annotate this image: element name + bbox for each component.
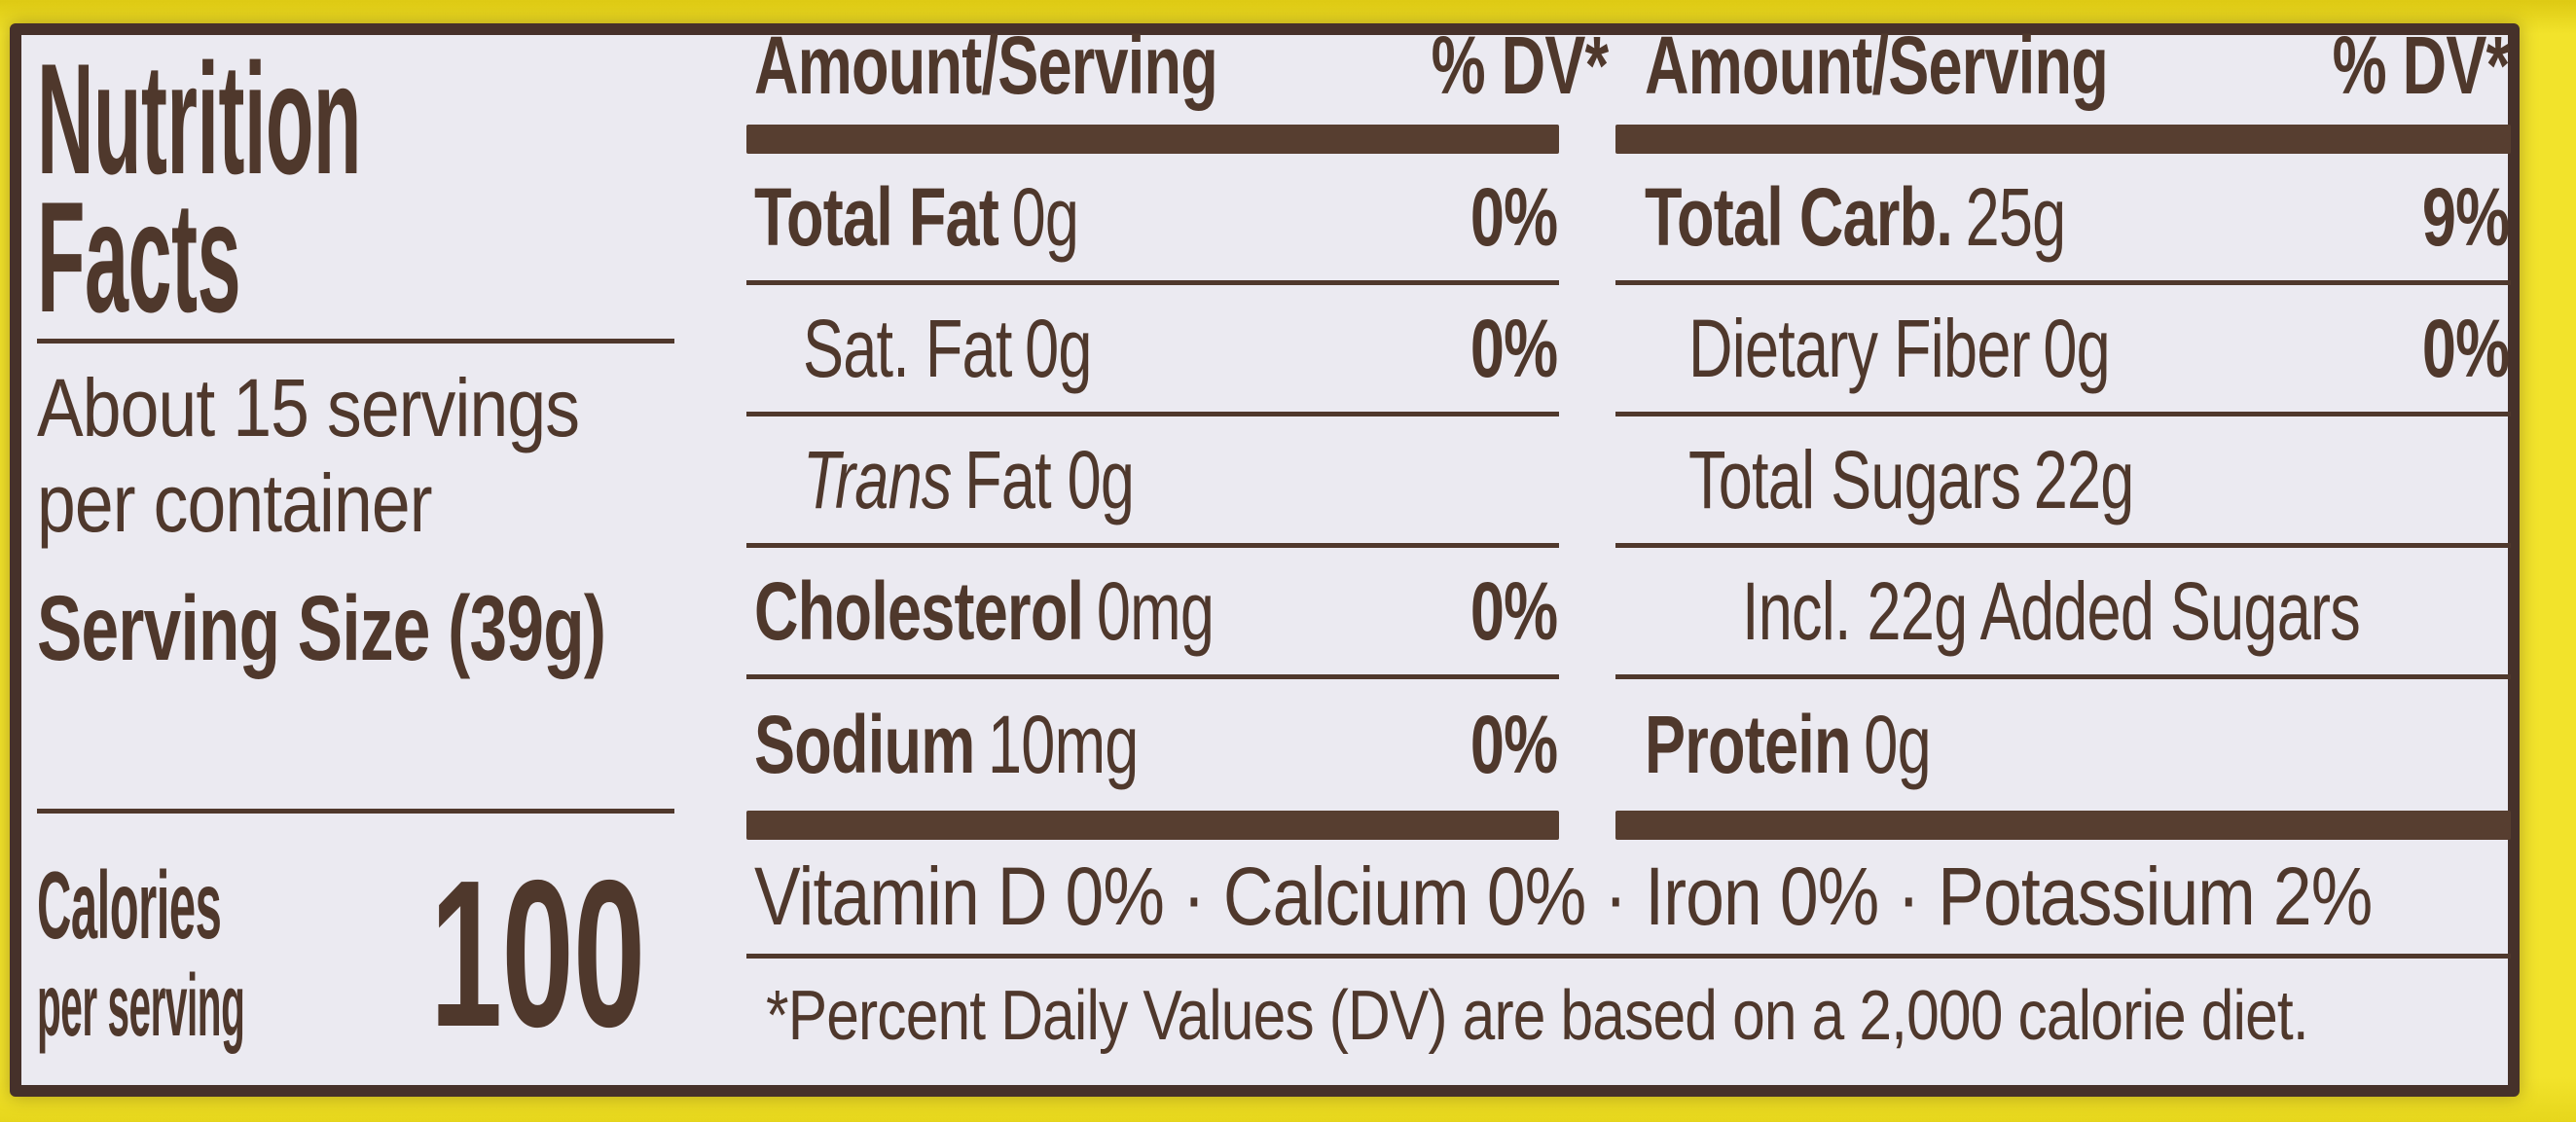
calories-sublabel: per serving [37,958,245,1055]
calories-divider [37,809,674,814]
micronutrients-text: Vitamin D 0% · Calcium 0% · Iron 0% · Po… [754,851,2373,942]
thick-divider [1615,125,2511,154]
servings-per-container: About 15 servings per container [37,360,674,551]
title-line-2: Facts [37,169,241,345]
calories-label: Calories [37,851,222,959]
title-divider [37,339,674,344]
nutrient-dv: 0% [1469,699,1557,790]
row-sat-fat: Sat. Fat 0g 0% [746,285,1559,416]
row-dietary-fiber: Dietary Fiber 0g 0% [1615,285,2511,416]
calories-label-block: Calories per serving [37,854,498,1057]
row-protein: Protein 0g [1615,679,2511,811]
column-header: Amount/Serving % DV* [746,19,1609,125]
dv-header: % DV* [1431,19,1609,111]
nutrient-column-right: Amount/Serving % DV* Total Carb. 25g 9% D… [1615,19,2511,840]
row-total-sugars: Total Sugars 22g [1615,416,2511,548]
daily-value-footnote: *Percent Daily Values (DV) are based on … [746,959,2511,1073]
nutrition-facts-label: Nutrition Facts About 15 servings per co… [10,19,2520,1097]
nutrient-dv: 0% [2421,302,2509,394]
nutrient-label: Total Sugars 22g [1688,433,2134,525]
serving-size: Serving Size (39g) [37,577,606,680]
servings-line-2: per container [37,457,433,549]
thick-divider [746,811,1559,840]
nutrient-label: Sat. Fat 0g [803,302,1092,394]
row-added-sugars: Incl. 22g Added Sugars 45% [1615,548,2511,679]
column-header: Amount/Serving % DV* [1615,19,2511,125]
nutrient-label: Protein 0g [1645,699,1932,790]
servings-line-1: About 15 servings [37,362,580,453]
page-title: Nutrition Facts [37,31,685,345]
amount-serving-header: Amount/Serving [1645,19,2109,111]
nutrient-label: Trans Fat 0g [803,433,1135,525]
bottom-section: Vitamin D 0% · Calcium 0% · Iron 0% · Po… [746,840,2511,1073]
dv-header: % DV* [2332,19,2510,111]
nutrient-dv: 0% [1469,564,1557,657]
footnote-text: *Percent Daily Values (DV) are based on … [766,977,2309,1055]
nutrient-label: Dietary Fiber 0g [1688,302,2111,394]
nutrient-label: Incl. 22g Added Sugars [1742,564,2361,657]
amount-serving-header: Amount/Serving [754,19,1218,111]
nutrient-label: Sodium 10mg [754,699,1139,790]
nutrient-dv: 9% [2421,170,2509,263]
thick-divider [1615,811,2511,840]
thick-divider [746,125,1559,154]
nutrient-dv: 0% [1469,170,1557,263]
micronutrients-row: Vitamin D 0% · Calcium 0% · Iron 0% · Po… [746,840,2511,959]
row-sodium: Sodium 10mg 0% [746,679,1559,811]
nutrient-label: Total Carb. 25g [1645,170,2066,263]
row-cholesterol: Cholesterol 0mg 0% [746,548,1559,679]
left-panel: Nutrition Facts About 15 servings per co… [37,35,674,1085]
calories-value: 100 [430,836,645,1070]
nutrient-column-left: Amount/Serving % DV* Total Fat 0g 0% Sat.… [746,19,1609,840]
row-total-carb: Total Carb. 25g 9% [1615,154,2511,285]
row-trans-fat: Trans Fat 0g [746,416,1559,548]
nutrient-label: Cholesterol 0mg [754,564,1215,657]
row-total-fat: Total Fat 0g 0% [746,154,1559,285]
title-line-1: Nutrition [37,31,361,207]
nutrient-dv: 0% [1469,302,1557,394]
nutrient-label: Total Fat 0g [754,170,1079,263]
